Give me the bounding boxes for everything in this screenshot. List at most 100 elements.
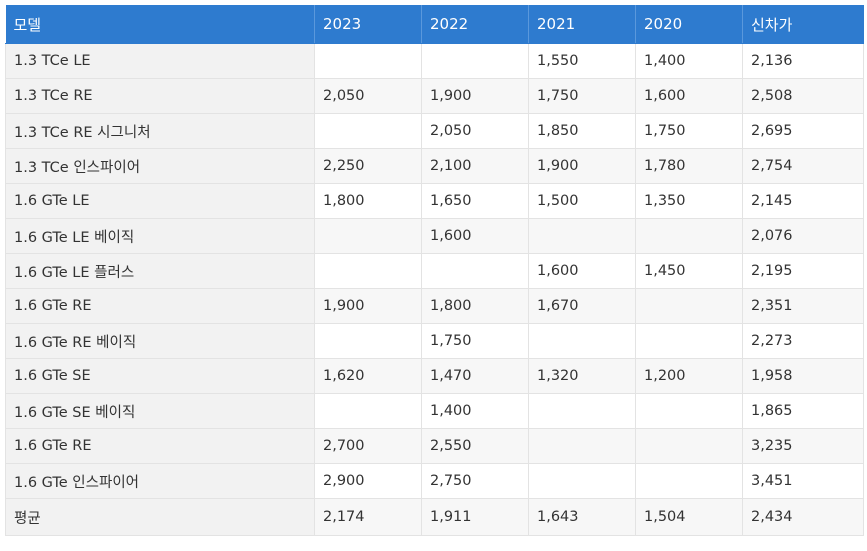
table-row: 1.6 GTe SE 1,620 1,470 1,320 1,200 1,958 bbox=[5, 358, 864, 394]
cell-2023 bbox=[314, 218, 422, 254]
cell-2022: 1,650 bbox=[421, 183, 529, 219]
cell-2023: 2,700 bbox=[314, 428, 422, 464]
cell-2020 bbox=[635, 428, 743, 464]
cell-new-price: 1,958 bbox=[742, 358, 864, 394]
average-row: 평균 2,174 1,911 1,643 1,504 2,434 bbox=[5, 498, 864, 536]
cell-2022: 2,050 bbox=[421, 113, 529, 149]
cell-2023: 1,620 bbox=[314, 358, 422, 394]
cell-2023: 2,050 bbox=[314, 78, 422, 114]
cell-avg-new-price: 2,434 bbox=[742, 498, 864, 536]
cell-2022: 1,400 bbox=[421, 393, 529, 429]
table-row: 1.3 TCe RE 2,050 1,900 1,750 1,600 2,508 bbox=[5, 78, 864, 114]
cell-new-price: 3,451 bbox=[742, 463, 864, 499]
cell-model: 1.3 TCe LE bbox=[5, 43, 315, 79]
cell-2022 bbox=[421, 43, 529, 79]
cell-avg-2021: 1,643 bbox=[528, 498, 636, 536]
cell-model: 1.3 TCe RE bbox=[5, 78, 315, 114]
cell-avg-2023: 2,174 bbox=[314, 498, 422, 536]
cell-2021: 1,500 bbox=[528, 183, 636, 219]
cell-2020: 1,450 bbox=[635, 253, 743, 289]
cell-model: 1.3 TCe 인스파이어 bbox=[5, 148, 315, 184]
cell-model: 1.6 GTe RE bbox=[5, 288, 315, 324]
cell-2022: 1,600 bbox=[421, 218, 529, 254]
table-row: 1.6 GTe SE 베이직 1,400 1,865 bbox=[5, 393, 864, 429]
table-row: 1.6 GTe RE 베이직 1,750 2,273 bbox=[5, 323, 864, 359]
cell-model: 1.6 GTe 인스파이어 bbox=[5, 463, 315, 499]
cell-2020 bbox=[635, 393, 743, 429]
cell-model: 1.6 GTe LE 베이직 bbox=[5, 218, 315, 254]
table-row: 1.6 GTe LE 베이직 1,600 2,076 bbox=[5, 218, 864, 254]
cell-new-price: 2,273 bbox=[742, 323, 864, 359]
cell-2023 bbox=[314, 393, 422, 429]
cell-2022: 2,100 bbox=[421, 148, 529, 184]
cell-2021 bbox=[528, 428, 636, 464]
header-model: 모델 bbox=[5, 5, 315, 44]
cell-average-label: 평균 bbox=[5, 498, 315, 536]
table-row: 1.3 TCe RE 시그니처 2,050 1,850 1,750 2,695 bbox=[5, 113, 864, 149]
cell-2021: 1,850 bbox=[528, 113, 636, 149]
cell-2020 bbox=[635, 323, 743, 359]
table-row: 1.6 GTe RE 1,900 1,800 1,670 2,351 bbox=[5, 288, 864, 324]
table-row: 1.3 TCe 인스파이어 2,250 2,100 1,900 1,780 2,… bbox=[5, 148, 864, 184]
cell-2021: 1,320 bbox=[528, 358, 636, 394]
cell-model: 1.6 GTe SE bbox=[5, 358, 315, 394]
table-header: 모델 2023 2022 2021 2020 신차가 bbox=[5, 5, 864, 44]
cell-2022: 1,470 bbox=[421, 358, 529, 394]
cell-2022: 1,900 bbox=[421, 78, 529, 114]
header-2020: 2020 bbox=[635, 5, 743, 44]
table-row: 1.6 GTe LE 플러스 1,600 1,450 2,195 bbox=[5, 253, 864, 289]
cell-avg-2022: 1,911 bbox=[421, 498, 529, 536]
cell-2023 bbox=[314, 113, 422, 149]
cell-new-price: 2,136 bbox=[742, 43, 864, 79]
cell-model: 1.6 GTe SE 베이직 bbox=[5, 393, 315, 429]
cell-2021 bbox=[528, 218, 636, 254]
cell-model: 1.6 GTe RE 베이직 bbox=[5, 323, 315, 359]
cell-new-price: 1,865 bbox=[742, 393, 864, 429]
cell-2020 bbox=[635, 218, 743, 254]
cell-2021 bbox=[528, 393, 636, 429]
cell-new-price: 2,145 bbox=[742, 183, 864, 219]
table-body: 1.3 TCe LE 1,550 1,400 2,136 1.3 TCe RE … bbox=[5, 43, 864, 536]
cell-2020: 1,350 bbox=[635, 183, 743, 219]
table-row: 1.6 GTe LE 1,800 1,650 1,500 1,350 2,145 bbox=[5, 183, 864, 219]
cell-new-price: 2,695 bbox=[742, 113, 864, 149]
table-row: 1.6 GTe RE 2,700 2,550 3,235 bbox=[5, 428, 864, 464]
cell-2021 bbox=[528, 323, 636, 359]
header-2022: 2022 bbox=[421, 5, 529, 44]
price-table-container: 모델 2023 2022 2021 2020 신차가 1.3 TCe LE 1,… bbox=[5, 5, 864, 536]
cell-2020: 1,750 bbox=[635, 113, 743, 149]
cell-2023 bbox=[314, 323, 422, 359]
cell-2021: 1,900 bbox=[528, 148, 636, 184]
cell-2022: 1,800 bbox=[421, 288, 529, 324]
cell-model: 1.6 GTe LE bbox=[5, 183, 315, 219]
cell-2020: 1,200 bbox=[635, 358, 743, 394]
cell-2021 bbox=[528, 463, 636, 499]
cell-2021: 1,670 bbox=[528, 288, 636, 324]
cell-2021: 1,550 bbox=[528, 43, 636, 79]
cell-2020 bbox=[635, 463, 743, 499]
table-row: 1.3 TCe LE 1,550 1,400 2,136 bbox=[5, 43, 864, 79]
cell-new-price: 2,076 bbox=[742, 218, 864, 254]
cell-2022: 1,750 bbox=[421, 323, 529, 359]
cell-2022 bbox=[421, 253, 529, 289]
cell-model: 1.6 GTe LE 플러스 bbox=[5, 253, 315, 289]
cell-avg-2020: 1,504 bbox=[635, 498, 743, 536]
cell-model: 1.3 TCe RE 시그니처 bbox=[5, 113, 315, 149]
cell-2023 bbox=[314, 253, 422, 289]
cell-model: 1.6 GTe RE bbox=[5, 428, 315, 464]
header-new-price: 신차가 bbox=[742, 5, 864, 44]
cell-new-price: 2,754 bbox=[742, 148, 864, 184]
cell-2020 bbox=[635, 288, 743, 324]
header-2021: 2021 bbox=[528, 5, 636, 44]
header-row: 모델 2023 2022 2021 2020 신차가 bbox=[5, 5, 864, 44]
cell-2023: 1,800 bbox=[314, 183, 422, 219]
cell-new-price: 2,351 bbox=[742, 288, 864, 324]
price-table: 모델 2023 2022 2021 2020 신차가 1.3 TCe LE 1,… bbox=[5, 5, 864, 536]
cell-2023 bbox=[314, 43, 422, 79]
cell-2023: 2,900 bbox=[314, 463, 422, 499]
cell-2020: 1,780 bbox=[635, 148, 743, 184]
cell-2021: 1,750 bbox=[528, 78, 636, 114]
cell-2021: 1,600 bbox=[528, 253, 636, 289]
table-row: 1.6 GTe 인스파이어 2,900 2,750 3,451 bbox=[5, 463, 864, 499]
cell-2020: 1,600 bbox=[635, 78, 743, 114]
